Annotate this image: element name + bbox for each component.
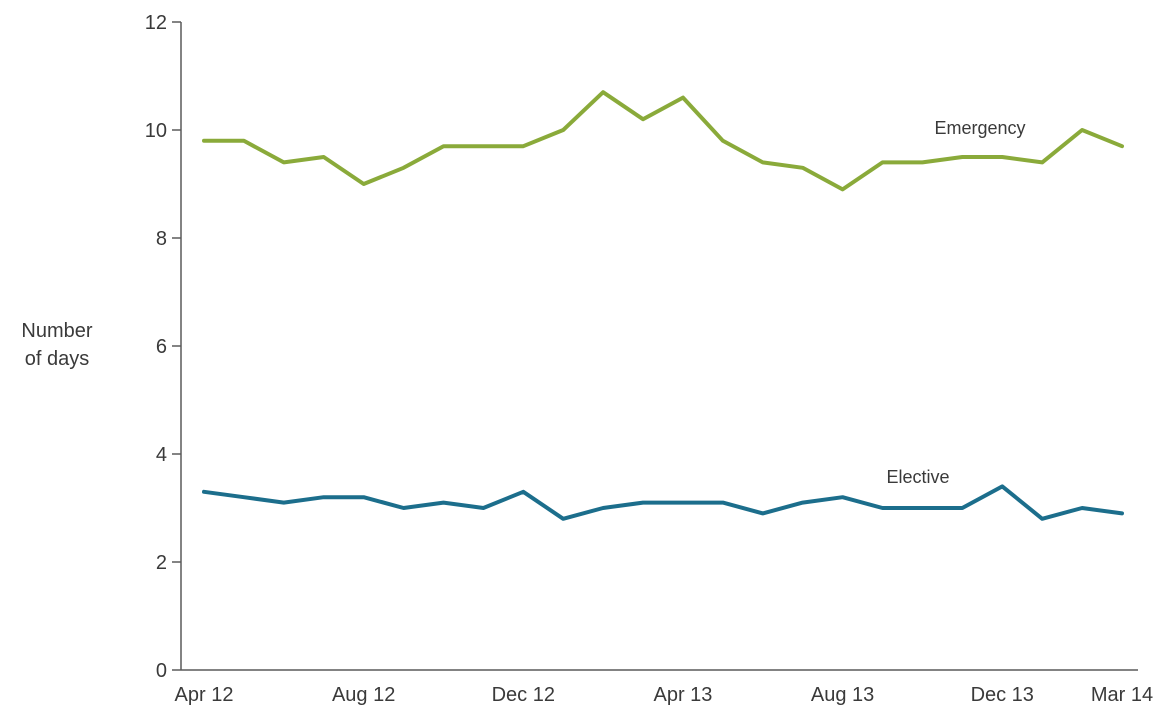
- x-tick-label: Apr 12: [175, 684, 234, 706]
- y-tick-label: 6: [156, 336, 167, 358]
- y-tick-label: 10: [145, 120, 167, 142]
- y-tick-label: 12: [145, 12, 167, 34]
- y-axis-label-line: of days: [25, 348, 89, 370]
- y-tick-label: 8: [156, 228, 167, 250]
- x-axis: Apr 12 Aug 12 Dec 12 Apr 13 Aug 13 Dec 13 Mar …: [175, 669, 1153, 706]
- y-tick-label: 2: [156, 552, 167, 574]
- y-tick-label: 4: [156, 444, 167, 466]
- y-axis: 0 2 4 6 8 10 12: [145, 12, 182, 682]
- y-tick-label: 0: [156, 660, 167, 682]
- series-labels: Emergency Elective: [886, 118, 1025, 487]
- x-tick-label: Aug 13: [811, 684, 874, 706]
- x-tick-label: Dec 12: [492, 684, 555, 706]
- series-lines: [202, 90, 1124, 521]
- series-line-elective: [202, 484, 1124, 521]
- x-tick-label: Mar 14: [1091, 684, 1153, 706]
- series-line-emergency: [202, 90, 1124, 192]
- series-label-elective: Elective: [886, 467, 949, 487]
- series-label-emergency: Emergency: [934, 118, 1025, 138]
- x-tick-label: Dec 13: [971, 684, 1034, 706]
- x-tick-label: Aug 12: [332, 684, 395, 706]
- y-axis-label-line: Number: [21, 320, 92, 342]
- y-axis-title: Number of days: [21, 320, 92, 370]
- x-tick-label: Apr 13: [653, 684, 712, 706]
